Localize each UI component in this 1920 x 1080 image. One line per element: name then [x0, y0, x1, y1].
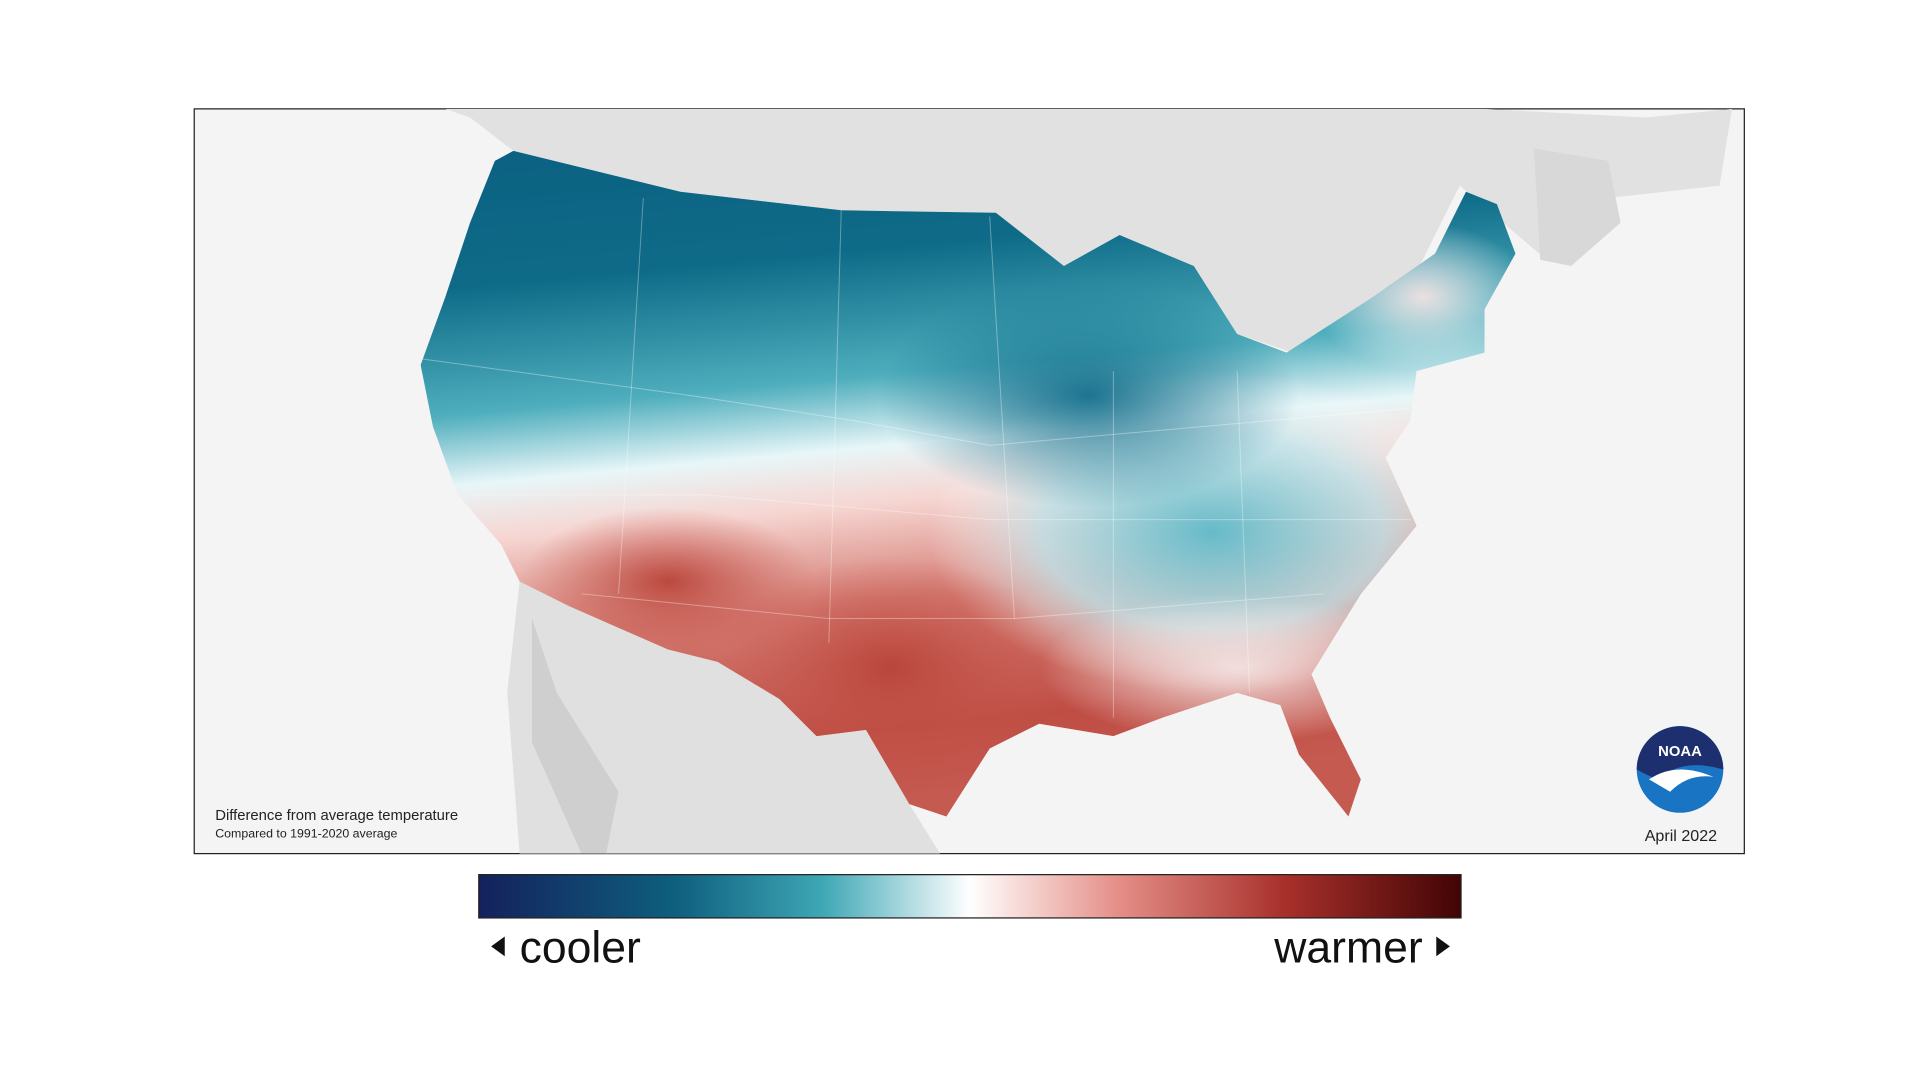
legend-high: warmer	[1273, 923, 1423, 972]
map-date: April 2022	[1645, 827, 1717, 845]
logo-text: NOAA	[1658, 744, 1702, 760]
caption-subtitle: Compared to 1991-2020 average	[215, 827, 397, 841]
canada-east	[1534, 148, 1621, 266]
color-bar	[478, 874, 1462, 919]
arrow-right	[1436, 936, 1450, 957]
state-borders	[420, 197, 1411, 718]
arrow-left	[491, 936, 505, 957]
canada	[445, 108, 1732, 359]
background-land	[445, 108, 1732, 854]
logo-top	[1636, 726, 1724, 780]
cool-area	[878, 284, 1299, 508]
legend-low: cooler	[520, 923, 641, 972]
mexico	[507, 581, 941, 854]
caption-title: Difference from average temperature	[215, 808, 458, 824]
noaa-logo: NOAA	[1636, 726, 1724, 813]
logo-bird	[1649, 769, 1714, 792]
baja	[531, 618, 619, 854]
